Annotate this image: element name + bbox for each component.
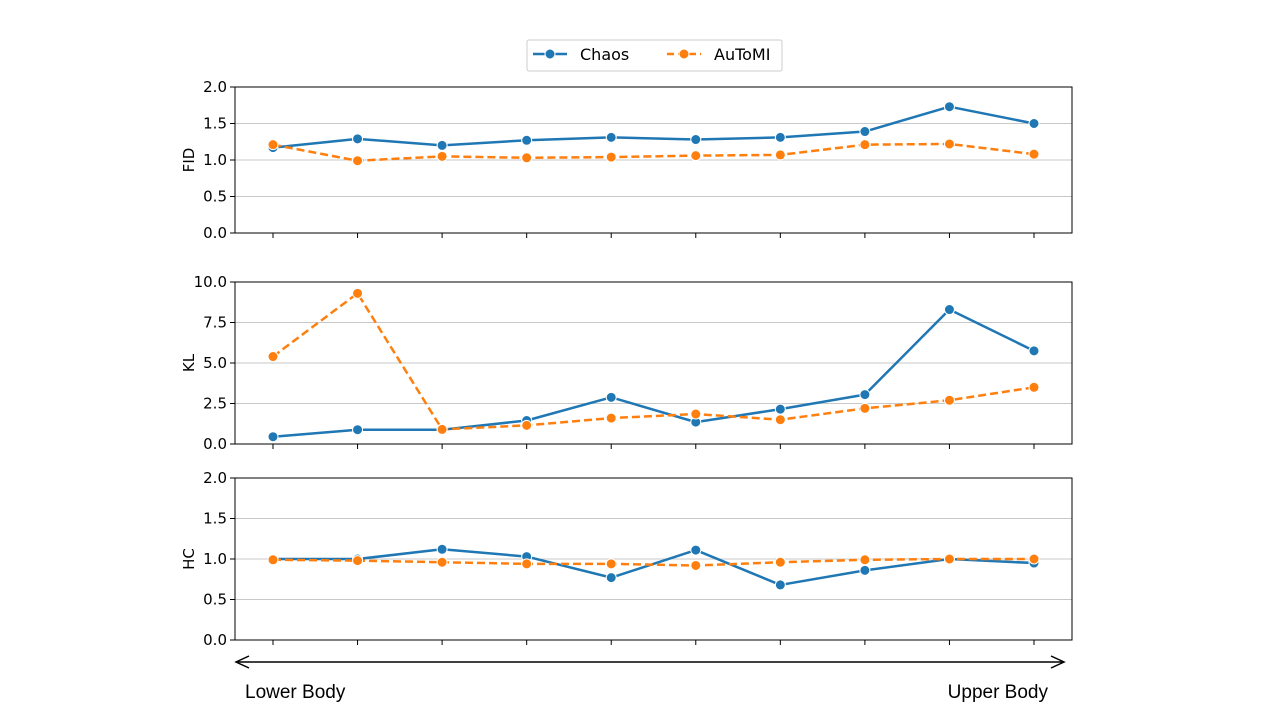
fid-chaos-point bbox=[352, 133, 364, 145]
panels: 0.00.51.01.52.0FID0.02.55.07.510.0KL0.00… bbox=[180, 78, 1073, 649]
hc-automi-point bbox=[943, 553, 955, 565]
body-axis-annotation: Lower Body Upper Body bbox=[234, 655, 1066, 703]
fid-automi-line bbox=[272, 142, 1035, 162]
kl-chaos-point bbox=[1028, 345, 1040, 357]
body-axis-arrowhead-right bbox=[1050, 655, 1066, 669]
hc-chaos-point bbox=[436, 543, 448, 555]
legend-chaos-marker bbox=[544, 48, 556, 60]
kl-automi-point bbox=[267, 351, 279, 363]
fid-automi-point bbox=[521, 152, 533, 164]
kl-automi-point bbox=[690, 408, 702, 420]
hc-chaos-point bbox=[774, 579, 786, 591]
kl-ylabel: KL bbox=[180, 353, 198, 372]
legend: Chaos AuToMI bbox=[526, 39, 783, 72]
hc-automi-point bbox=[859, 554, 871, 566]
body-axis-arrowhead-left bbox=[234, 655, 250, 669]
hc-automi-point bbox=[1028, 553, 1040, 565]
fid-ytick-label: 2.0 bbox=[203, 78, 227, 96]
hc-chaos-line bbox=[273, 548, 1035, 587]
fid-automi-point bbox=[774, 149, 786, 161]
hc-chaos-point bbox=[605, 572, 617, 584]
hc-axes-frame bbox=[234, 477, 1073, 641]
kl-automi-line bbox=[272, 292, 1035, 431]
fid-chaos-point bbox=[690, 134, 702, 146]
fid-ytick-label: 1.5 bbox=[203, 115, 227, 133]
hc-automi-point bbox=[352, 555, 364, 567]
hc-chaos-point bbox=[690, 544, 702, 556]
panel-kl: 0.0 2.5 5.0 7.5 10.0 KL bbox=[180, 273, 1073, 453]
fid-automi-point bbox=[436, 150, 448, 162]
kl-ytick-label: 0.0 bbox=[203, 435, 227, 453]
fid-automi-point bbox=[1028, 148, 1040, 160]
hc-automi-line bbox=[272, 557, 1034, 567]
fid-automi-point bbox=[267, 139, 279, 151]
upper-body-label: Upper Body bbox=[948, 682, 1049, 703]
fid-automi-point bbox=[352, 155, 364, 167]
fid-chaos-point bbox=[774, 131, 786, 143]
fid-automi-point bbox=[943, 138, 955, 150]
kl-automi-point bbox=[774, 414, 786, 426]
fid-automi-point bbox=[859, 139, 871, 151]
fid-ytick-label: 1.0 bbox=[203, 151, 227, 169]
kl-chaos-point bbox=[605, 391, 617, 403]
hc-ytick-label: 0.5 bbox=[203, 591, 227, 609]
fid-automi-point bbox=[605, 151, 617, 163]
kl-axes-frame bbox=[234, 281, 1073, 445]
kl-ytick-label: 7.5 bbox=[203, 314, 227, 332]
fid-chaos-point bbox=[943, 101, 955, 113]
hc-automi-point bbox=[436, 556, 448, 568]
kl-ytick-label: 2.5 bbox=[203, 395, 227, 413]
kl-automi-point bbox=[1028, 381, 1040, 393]
hc-automi-point bbox=[521, 558, 533, 570]
hc-automi-point bbox=[605, 558, 617, 570]
kl-automi-point bbox=[943, 394, 955, 406]
kl-chaos-point bbox=[774, 403, 786, 415]
kl-automi-point bbox=[859, 402, 871, 414]
kl-chaos-point bbox=[352, 424, 364, 436]
kl-chaos-line bbox=[272, 308, 1035, 438]
panel-hc: 0.0 0.5 1.0 1.5 2.0 HC bbox=[180, 469, 1073, 649]
fid-ytick-label: 0.5 bbox=[203, 188, 227, 206]
kl-ytick-label: 10.0 bbox=[194, 273, 227, 291]
kl-automi-point bbox=[436, 423, 448, 435]
kl-automi-point bbox=[605, 412, 617, 424]
fid-chaos-point bbox=[521, 134, 533, 146]
hc-ylabel: HC bbox=[180, 548, 198, 570]
legend-frame bbox=[526, 39, 783, 72]
fid-chaos-point bbox=[1028, 118, 1040, 129]
fid-chaos-point bbox=[436, 139, 448, 151]
kl-ytick-label: 5.0 bbox=[203, 354, 227, 372]
legend-automi-marker bbox=[678, 48, 690, 60]
fid-ylabel: FID bbox=[180, 148, 198, 173]
kl-chaos-point bbox=[943, 304, 955, 316]
hc-automi-point bbox=[267, 554, 279, 566]
kl-automi-point bbox=[352, 287, 364, 299]
kl-chaos-point bbox=[859, 389, 871, 401]
hc-automi-point bbox=[774, 556, 786, 568]
fid-chaos-point bbox=[859, 126, 871, 138]
hc-ytick-label: 1.5 bbox=[203, 510, 227, 528]
fid-chaos-point bbox=[605, 131, 617, 143]
kl-automi-point bbox=[521, 419, 533, 431]
hc-ytick-label: 1.0 bbox=[203, 550, 227, 568]
fid-automi-point bbox=[690, 150, 702, 162]
lower-body-label: Lower Body bbox=[245, 682, 346, 703]
kl-chaos-point bbox=[267, 431, 279, 443]
hc-ytick-label: 0.0 bbox=[203, 631, 227, 649]
legend-chaos-label: Chaos bbox=[580, 45, 629, 64]
hc-chaos-point bbox=[859, 564, 871, 576]
panel-fid: 0.0 0.5 1.0 1.5 2.0 FID bbox=[180, 78, 1073, 242]
hc-ytick-label: 2.0 bbox=[203, 469, 227, 487]
fid-chaos-line bbox=[272, 105, 1035, 149]
hc-automi-point bbox=[690, 559, 702, 571]
legend-automi-label: AuToMI bbox=[714, 45, 770, 64]
fid-ytick-label: 0.0 bbox=[203, 224, 227, 242]
fid-axes-frame bbox=[234, 86, 1073, 234]
